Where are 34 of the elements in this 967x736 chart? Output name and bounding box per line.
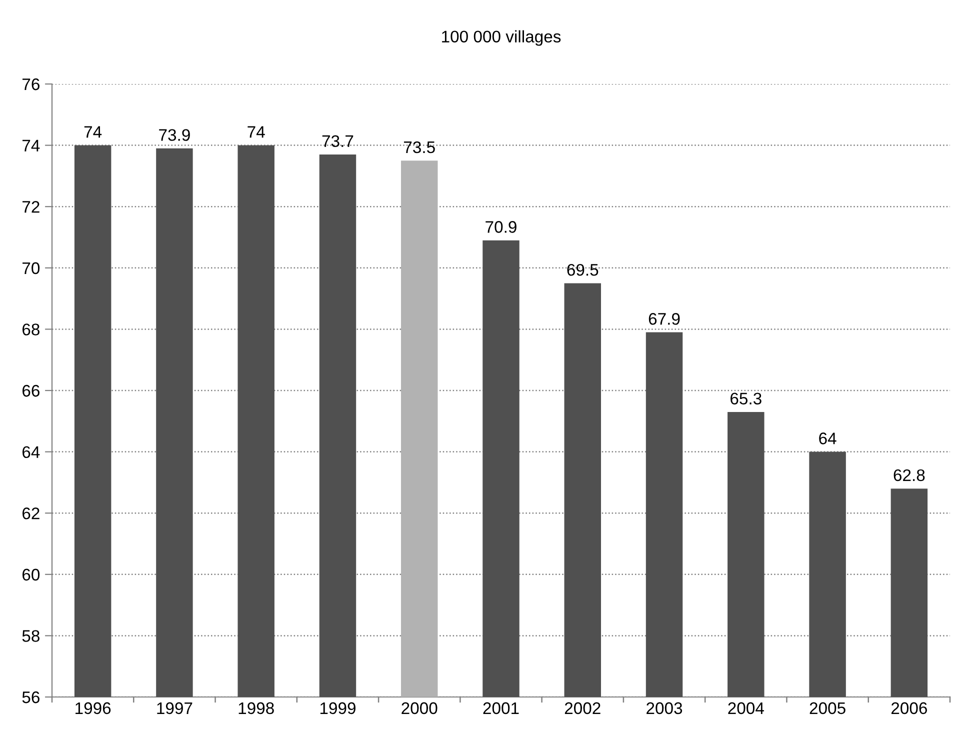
x-tick-label: 2000 [402,702,438,714]
y-tick-label: 72 [22,201,40,213]
y-tick-label: 56 [22,691,40,704]
y-tick-label: 60 [22,568,40,581]
y-tick-label: 70 [22,262,40,274]
x-tick-label: 1997 [157,702,192,714]
y-tick-label: 62 [22,508,40,520]
data-label: 74 [84,126,102,138]
data-label: 64 [819,432,836,444]
x-tick-label: 2002 [564,702,600,714]
x-tick-label: 1999 [320,702,356,714]
data-label: 70.9 [486,221,516,233]
y-tick-label: 64 [22,446,40,458]
y-tick-label: 76 [22,78,40,90]
x-tick-label: 1998 [238,702,274,714]
x-tick-label: 2005 [810,702,846,714]
y-tick-label: 66 [22,384,40,397]
data-label: 73.9 [159,129,190,141]
data-label: 67.9 [648,313,680,325]
y-tick-label: 58 [22,630,40,642]
data-label: 65.3 [730,392,762,404]
data-label: 73.7 [322,135,354,148]
y-tick-label: 68 [22,324,40,336]
chart-title: 100 000 villages [442,30,561,46]
x-tick-label: 2006 [891,702,927,714]
x-tick-label: 2003 [646,702,682,714]
data-label: 62.8 [894,469,925,482]
x-tick-label: 2001 [483,702,519,714]
data-label: 69.5 [567,264,598,276]
x-tick-label: 1996 [76,702,111,714]
data-label: 74 [248,126,265,138]
x-tick-label: 2004 [728,702,764,714]
y-tick-label: 74 [22,140,40,152]
data-label: 73.5 [404,141,435,154]
